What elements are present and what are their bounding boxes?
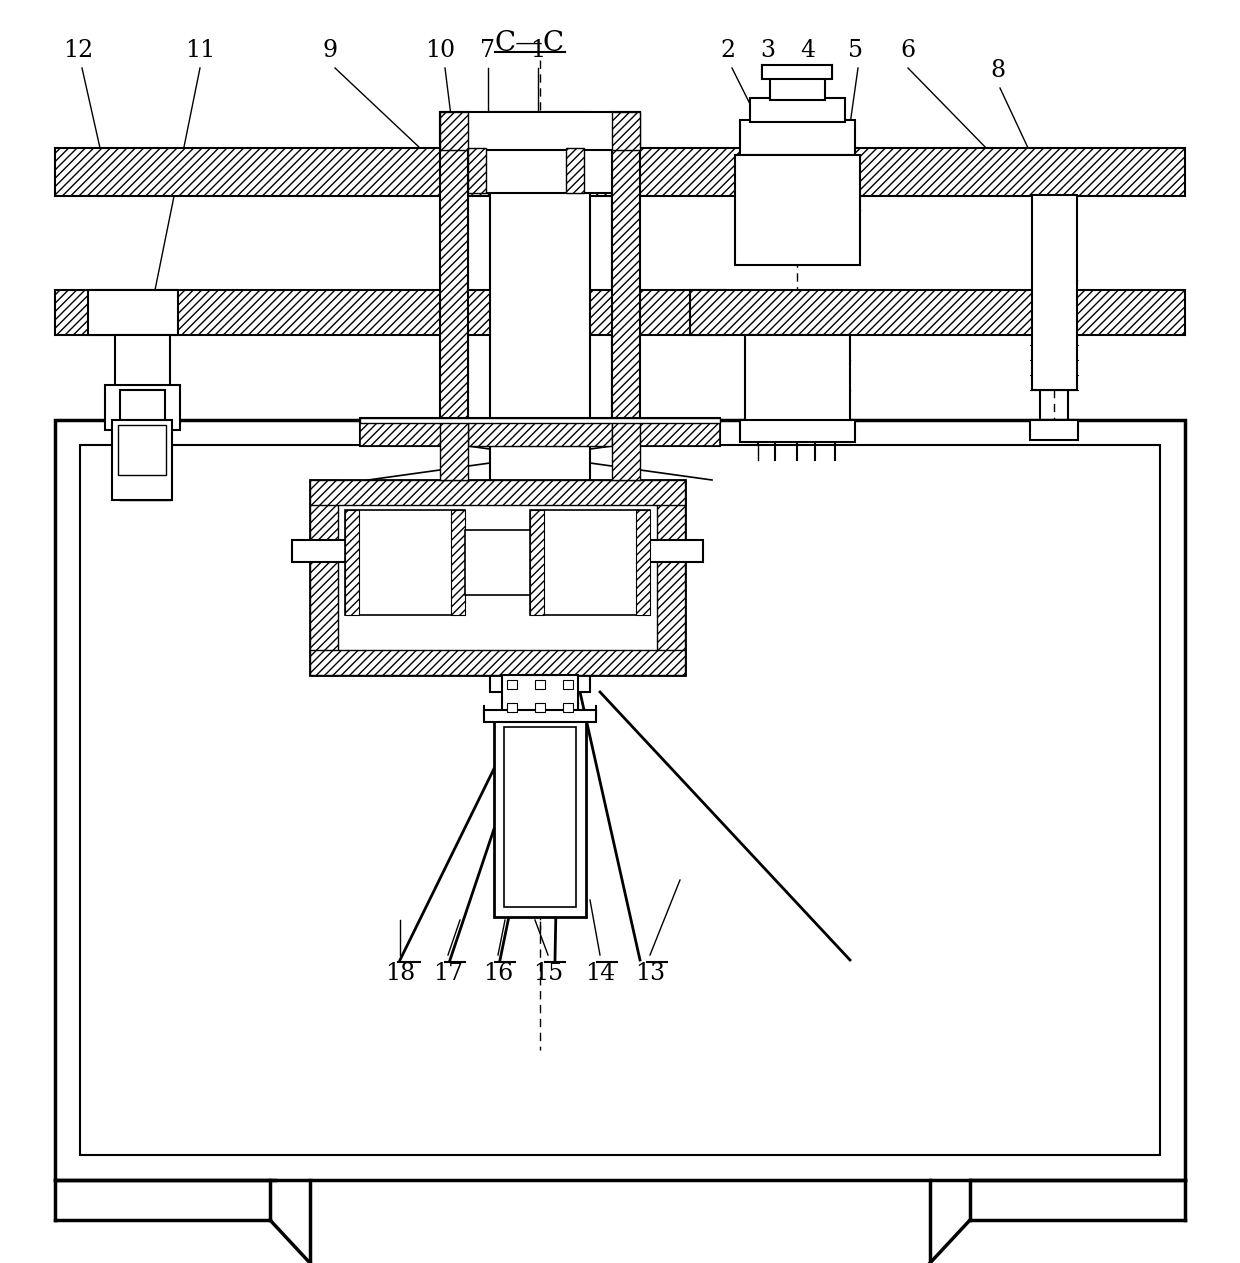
Bar (494, 717, 587, 917)
Bar (465, 530, 529, 595)
Bar (534, 703, 546, 712)
Bar (750, 99, 844, 123)
Bar (345, 510, 465, 615)
Text: C—C: C—C (495, 30, 565, 57)
Bar (291, 541, 703, 562)
Bar (563, 703, 573, 712)
Bar (440, 112, 467, 437)
Bar (529, 510, 544, 615)
Bar (467, 418, 613, 446)
Bar (467, 148, 613, 193)
Bar (88, 290, 179, 335)
Text: 17: 17 (433, 962, 463, 985)
Bar (112, 421, 172, 500)
Bar (55, 421, 1185, 1180)
Bar (740, 120, 856, 155)
Text: 10: 10 (425, 39, 455, 62)
Text: 15: 15 (533, 962, 563, 985)
Bar (310, 480, 339, 674)
Bar (507, 703, 517, 712)
Text: 4: 4 (801, 39, 816, 62)
Bar (534, 679, 546, 690)
Text: 18: 18 (384, 962, 415, 985)
Text: 6: 6 (900, 39, 915, 62)
Bar (55, 290, 725, 335)
Bar (440, 418, 467, 480)
Bar (360, 418, 720, 446)
Bar (55, 148, 1185, 196)
Bar (490, 112, 590, 692)
Text: 3: 3 (760, 39, 775, 62)
Bar (613, 112, 640, 437)
Text: 11: 11 (185, 39, 215, 62)
Bar (310, 480, 684, 674)
Bar (502, 674, 578, 717)
Bar (1032, 195, 1078, 390)
Bar (745, 335, 849, 426)
Bar (81, 445, 1159, 1154)
Bar (105, 385, 180, 429)
Bar (360, 418, 720, 423)
Text: 8: 8 (991, 59, 1006, 82)
Bar (657, 480, 684, 674)
Bar (529, 510, 650, 615)
Bar (120, 390, 165, 421)
Bar (507, 679, 517, 690)
Bar (636, 510, 650, 615)
Bar (770, 78, 825, 100)
Bar (503, 727, 577, 907)
Text: 5: 5 (848, 39, 863, 62)
Bar (1030, 421, 1078, 440)
Text: 14: 14 (585, 962, 615, 985)
Bar (763, 64, 832, 80)
Bar (440, 112, 640, 150)
Bar (565, 148, 584, 193)
Bar (115, 335, 170, 434)
Text: 1: 1 (531, 39, 546, 62)
Text: 2: 2 (720, 39, 735, 62)
Text: 9: 9 (322, 39, 337, 62)
Bar (740, 421, 856, 442)
Bar (467, 148, 486, 193)
Bar (310, 480, 684, 505)
Bar (310, 650, 684, 674)
Text: 12: 12 (63, 39, 93, 62)
Bar (345, 510, 360, 615)
Bar (360, 418, 720, 446)
Bar (689, 290, 1185, 335)
Bar (613, 418, 640, 480)
Text: 7: 7 (481, 39, 496, 62)
Bar (563, 679, 573, 690)
Bar (118, 426, 166, 475)
Text: 13: 13 (635, 962, 665, 985)
Bar (451, 510, 465, 615)
Bar (440, 112, 467, 150)
Bar (735, 155, 861, 265)
Text: 16: 16 (482, 962, 513, 985)
Bar (613, 112, 640, 150)
Bar (484, 710, 596, 722)
